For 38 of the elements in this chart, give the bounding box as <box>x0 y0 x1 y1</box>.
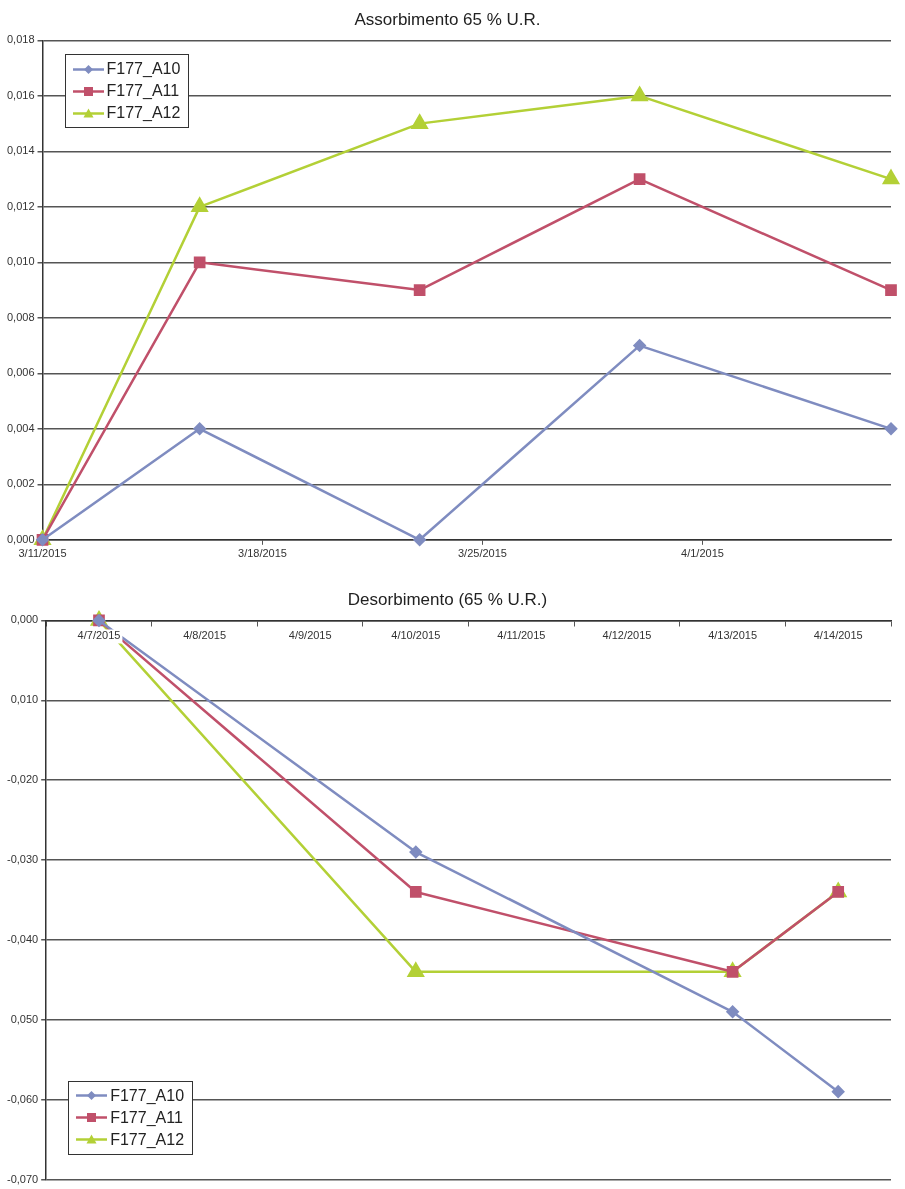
x-tick-label: 3/18/2015 <box>238 547 287 560</box>
x-tick-label: 3/11/2015 <box>18 547 67 560</box>
y-tick-label: 0,016 <box>7 88 35 101</box>
legend-label: F177_A10 <box>110 1086 185 1105</box>
y-tick-label: 0,012 <box>7 199 35 212</box>
y-tick-label: -0,070 <box>6 1172 39 1185</box>
y-tick-label: -0,020 <box>6 773 39 786</box>
legend-label: F177_A12 <box>110 1130 185 1149</box>
y-tick-label: 0,006 <box>7 366 35 379</box>
y-tick-label: 0,000 <box>10 613 39 626</box>
legend-label: F177_A11 <box>110 1108 183 1127</box>
x-tick-label: 4/9/2015 <box>288 629 332 642</box>
y-tick-label: 0,010 <box>10 693 39 706</box>
y-tick-label: 0,010 <box>7 255 35 268</box>
legend-label: F177_A10 <box>106 60 181 79</box>
x-tick-label: 4/10/2015 <box>391 629 441 642</box>
y-tick-label: 0,000 <box>7 532 35 545</box>
x-tick-label: 4/12/2015 <box>602 629 652 642</box>
legend-label: F177_A11 <box>106 82 180 101</box>
y-tick-label: -0,040 <box>6 932 39 945</box>
x-tick-label: 3/25/2015 <box>458 547 507 560</box>
chart-title: Desorbimento (65 % U.R.) <box>347 589 548 609</box>
x-tick-label: 4/7/2015 <box>77 629 121 642</box>
y-tick-label: 0,004 <box>7 421 35 434</box>
legend-label: F177_A12 <box>106 104 181 123</box>
y-tick-label: 0,002 <box>7 477 35 490</box>
chart-title: Assorbimento 65 % U.R. <box>354 9 541 29</box>
x-tick-label: 4/1/2015 <box>681 547 724 560</box>
y-tick-label: 0,018 <box>7 33 35 46</box>
y-tick-label: -0,030 <box>6 853 39 866</box>
x-tick-label: 4/13/2015 <box>708 629 758 642</box>
y-tick-label: 0,008 <box>7 310 35 323</box>
y-tick-label: 0,014 <box>7 144 35 157</box>
x-tick-label: 4/8/2015 <box>183 629 227 642</box>
y-tick-label: 0,050 <box>10 1012 39 1025</box>
x-tick-label: 4/11/2015 <box>497 629 546 642</box>
y-tick-label: -0,060 <box>6 1092 39 1105</box>
x-tick-label: 4/14/2015 <box>813 629 863 642</box>
